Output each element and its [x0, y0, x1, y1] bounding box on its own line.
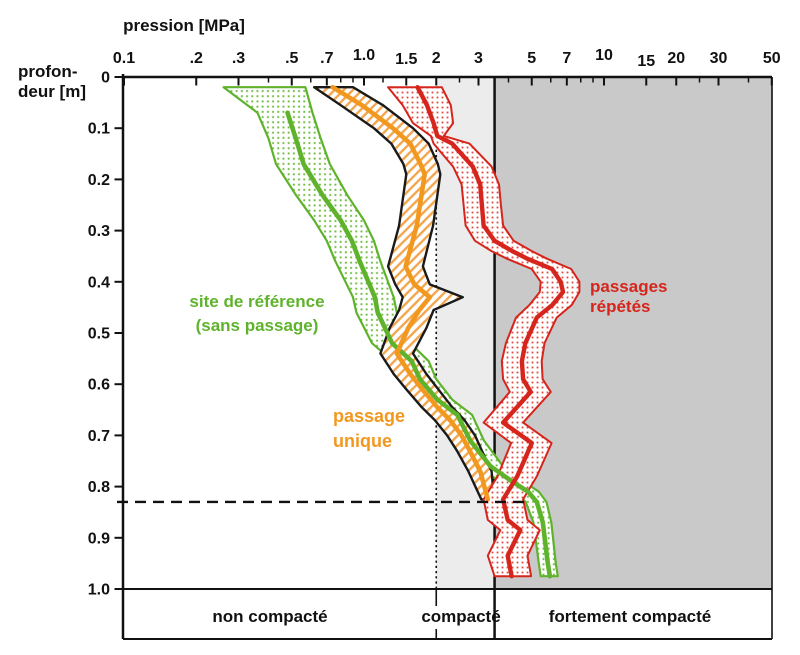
y-tick-label: 0.2 — [88, 172, 110, 189]
zone-label-compacte: compacté — [421, 607, 501, 626]
x-tick-label: .5 — [285, 50, 298, 67]
zone-label-non-compacte: non compacté — [212, 607, 328, 626]
y-tick-label: 0.6 — [88, 377, 110, 394]
x-tick-label: 5 — [527, 50, 536, 67]
legend-repeated-line2: répétés — [590, 297, 651, 316]
center-line-red — [415, 84, 566, 579]
legend-reference-site: site de référence (sans passage) — [157, 290, 357, 338]
band-red — [387, 86, 581, 578]
zone-label-fortement-compacte: fortement compacté — [548, 607, 712, 626]
x-tick-label: 50 — [763, 50, 781, 67]
y-axis-title-line1: profon- — [18, 62, 78, 81]
y-tick-label: 0.1 — [88, 121, 110, 138]
legend-single-line1: passage — [333, 406, 406, 426]
x-tick-label: 3 — [474, 50, 483, 67]
legend-reference-line1: site de référence — [189, 292, 325, 311]
x-tick-label: 7 — [562, 50, 571, 67]
x-tick-label: .3 — [232, 50, 245, 67]
x-tick-label: 10 — [595, 47, 613, 64]
legend-single-pass: passage unique — [333, 404, 405, 454]
y-tick-label: 0.4 — [88, 274, 110, 291]
legend-reference-line2: (sans passage) — [195, 316, 319, 335]
x-tick-label: 0.1 — [113, 50, 135, 67]
x-tick-label: 15 — [637, 53, 655, 70]
x-tick-label: .7 — [320, 50, 333, 67]
y-axis-title: profon- deur [m] — [18, 62, 86, 102]
x-axis-title: pression [MPa] — [123, 16, 245, 35]
center-line-orange — [330, 84, 491, 502]
band-orange — [313, 85, 496, 501]
y-tick-label: 0.8 — [88, 479, 110, 496]
y-tick-label: 0.3 — [88, 223, 110, 240]
y-tick-label: 1.0 — [88, 582, 110, 599]
y-tick-label: 0.7 — [88, 428, 110, 445]
center-line-green — [285, 110, 553, 579]
x-tick-label: 1.0 — [353, 47, 375, 64]
y-tick-label: 0 — [101, 70, 110, 87]
legend-repeated-passes: passages répétés — [590, 277, 668, 317]
x-tick-label: 20 — [667, 50, 685, 67]
y-axis-title-line2: deur [m] — [18, 82, 86, 101]
x-tick-label: 2 — [432, 50, 441, 67]
x-tick-label: 1.5 — [395, 51, 417, 68]
x-tick-label: 30 — [710, 50, 728, 67]
y-tick-label: 0.5 — [88, 326, 110, 343]
legend-single-line2: unique — [333, 431, 392, 451]
x-tick-label: .2 — [190, 50, 203, 67]
y-tick-label: 0.9 — [88, 530, 110, 547]
legend-repeated-line1: passages — [590, 277, 668, 296]
